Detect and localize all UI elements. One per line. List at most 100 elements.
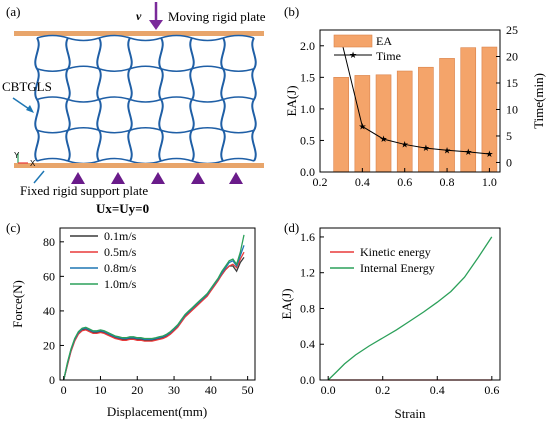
lattice-column <box>251 37 257 162</box>
panel-b-y2tick-label: 10 <box>506 102 518 116</box>
lattice-column <box>189 37 195 162</box>
panel-c-label: (c) <box>6 220 20 235</box>
lattice-link <box>36 67 69 73</box>
panel-d-chart: (d) 0.0 0.2 0.4 0.6 0.0 0.4 0.8 1.2 1.6 Strain E… <box>279 220 501 421</box>
support-triangle <box>151 172 165 184</box>
lattice-link <box>36 34 69 39</box>
fixed-plate <box>14 163 264 168</box>
velocity-symbol: v <box>136 9 142 23</box>
triad-y-label: Y <box>14 151 20 160</box>
support-triangle <box>71 172 85 184</box>
structure-label: CBTGLS <box>2 79 52 94</box>
support-triangle <box>229 172 243 184</box>
legend-label: Kinetic energy <box>360 245 431 259</box>
ytick-label: 1.6 <box>300 230 315 244</box>
lattice-link <box>160 157 193 162</box>
lattice-link <box>36 129 69 134</box>
lattice-column <box>34 37 40 162</box>
panel-b-ylabel: EA(J) <box>284 85 299 116</box>
lattice-link <box>160 67 193 73</box>
xtick-label: 10 <box>94 383 106 397</box>
panel-c-frame <box>59 227 256 381</box>
lattice-column <box>127 37 133 162</box>
lattice-link <box>67 98 100 103</box>
lattice-link <box>160 34 193 39</box>
support-triangle <box>111 172 125 184</box>
moving-plate <box>14 31 264 36</box>
structure-pointer-head <box>26 105 34 113</box>
velocity-arrow-head <box>149 20 163 30</box>
legend-label: Internal Energy <box>360 261 435 275</box>
lattice-link <box>98 129 131 134</box>
panel-b-xtick-label: 0.2 <box>313 175 328 189</box>
time-point: ★ <box>464 147 472 157</box>
constraint-label: Ux=Uy=0 <box>96 201 149 216</box>
lattice-link <box>191 126 224 132</box>
ytick-label: 0 <box>49 373 55 387</box>
time-point: ★ <box>485 149 493 159</box>
panel-b-xtick-label: 0.4 <box>355 175 370 189</box>
panel-b-marks: ★ ★ ★ ★ ★ ★ ★ ★ 0.2 0.4 0.6 0.8 1.0 0.0 0.5 1.0 1.5 2.0 0 5… <box>300 23 518 189</box>
panel-c-chart: (c) 0 10 20 30 40 50 0 20 40 60 80 Displacement(mm… <box>6 220 256 419</box>
support-triangle <box>191 172 205 184</box>
lattice-link <box>98 67 131 73</box>
series-line <box>327 236 493 381</box>
panel-d-frame <box>319 227 501 381</box>
lattice-link <box>191 98 224 103</box>
panel-c-legend: 0.1m/s 0.5m/s 0.8m/s 1.0m/s <box>70 229 137 291</box>
ytick-label: 60 <box>43 269 55 283</box>
panel-b-y2tick-label: 20 <box>506 49 518 63</box>
lattice-link <box>129 37 162 42</box>
legend-ea-label: EA <box>376 34 392 48</box>
panel-b-xtick-label: 0.8 <box>440 175 455 189</box>
lattice-link <box>36 157 69 162</box>
panel-a-label: (a) <box>6 4 20 19</box>
fixed-plate-label: Fixed rigid support plate <box>20 183 148 198</box>
series-line <box>63 251 245 381</box>
ea-bar <box>375 74 392 173</box>
panel-b-xtick-label: 0.6 <box>397 175 412 189</box>
panel-c-xlabel: Displacement(mm) <box>107 404 207 419</box>
panel-b-xtick-label: 1.0 <box>482 175 497 189</box>
panel-d-xlabel: Strain <box>394 406 426 421</box>
lattice-column <box>158 37 164 162</box>
lattice-link <box>191 37 224 42</box>
legend-label: 0.5m/s <box>104 245 137 259</box>
legend-label: 1.0m/s <box>104 277 137 291</box>
legend-time-star: ★ <box>349 50 357 60</box>
panel-b-ytick-label: 0.5 <box>300 133 315 147</box>
panel-b-frame <box>319 29 501 173</box>
time-point: ★ <box>358 121 366 131</box>
xtick-label: 40 <box>205 383 217 397</box>
lattice-link <box>129 126 162 132</box>
panel-c-ylabel: Force(N) <box>10 280 25 328</box>
xtick-label: 0 <box>61 383 67 397</box>
legend-label: 0.8m/s <box>104 261 137 275</box>
panel-b-y2tick-label: 5 <box>506 129 512 143</box>
xtick-label: 0.4 <box>430 383 445 397</box>
panel-b-label: (b) <box>284 4 299 19</box>
panel-d-ylabel: EA(J) <box>279 288 294 319</box>
lattice-link <box>98 96 131 101</box>
lattice-link <box>67 37 100 42</box>
panel-b-ytick-label: 2.0 <box>300 39 315 53</box>
xtick-label: 30 <box>168 383 180 397</box>
cbtgls-lattice <box>34 34 257 165</box>
ea-bar <box>396 70 413 173</box>
ytick-label: 80 <box>43 235 55 249</box>
time-line <box>340 39 490 155</box>
lattice-link <box>98 34 131 39</box>
ytick-label: 0.4 <box>300 337 315 351</box>
xtick-label: 0.6 <box>484 383 499 397</box>
panel-b-ytick-label: 1.0 <box>300 102 315 116</box>
lattice-link <box>222 34 255 39</box>
lattice-link <box>222 96 255 101</box>
xtick-label: 0.0 <box>321 383 336 397</box>
panel-b-ytick-label: 0.0 <box>300 165 315 179</box>
lattice-link <box>67 65 100 70</box>
lattice-link <box>222 157 255 162</box>
ytick-label: 0.8 <box>300 301 315 315</box>
time-point: ★ <box>422 143 430 153</box>
time-point: ★ <box>443 145 451 155</box>
